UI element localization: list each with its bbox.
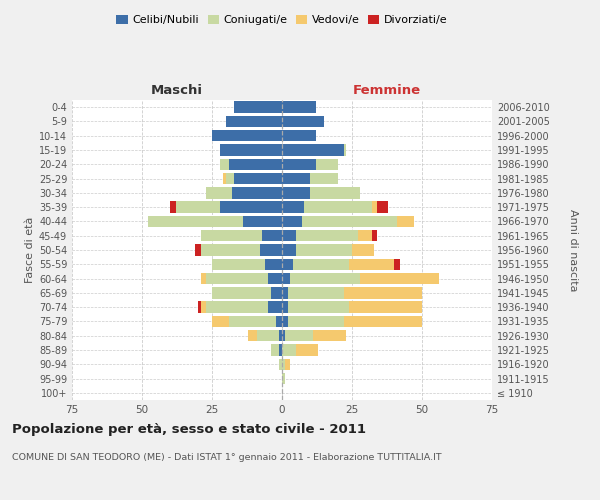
Bar bbox=[285, 330, 313, 342]
Bar bbox=[282, 144, 344, 156]
Bar bbox=[282, 187, 310, 198]
Bar bbox=[397, 216, 413, 227]
Bar bbox=[229, 158, 282, 170]
Bar bbox=[282, 316, 287, 327]
Bar bbox=[226, 116, 282, 127]
Bar bbox=[170, 202, 176, 213]
Bar bbox=[371, 202, 377, 213]
Bar bbox=[349, 258, 394, 270]
Bar bbox=[287, 302, 349, 313]
Bar bbox=[212, 258, 265, 270]
Bar bbox=[282, 216, 302, 227]
Bar bbox=[195, 244, 201, 256]
Bar bbox=[282, 273, 290, 284]
Bar bbox=[358, 230, 371, 241]
Bar bbox=[212, 130, 282, 141]
Text: Femmine: Femmine bbox=[353, 84, 421, 98]
Bar bbox=[290, 273, 361, 284]
Text: Popolazione per età, sesso e stato civile - 2011: Popolazione per età, sesso e stato civil… bbox=[12, 422, 366, 436]
Bar bbox=[265, 258, 282, 270]
Bar bbox=[220, 202, 282, 213]
Bar bbox=[282, 302, 287, 313]
Bar bbox=[282, 173, 310, 184]
Bar bbox=[201, 230, 262, 241]
Bar bbox=[271, 344, 279, 356]
Bar bbox=[344, 287, 422, 298]
Bar bbox=[277, 316, 282, 327]
Bar bbox=[257, 330, 279, 342]
Bar bbox=[206, 273, 268, 284]
Bar bbox=[316, 158, 338, 170]
Bar bbox=[232, 187, 282, 198]
Bar bbox=[260, 244, 282, 256]
Bar bbox=[282, 330, 285, 342]
Bar bbox=[268, 302, 282, 313]
Bar bbox=[198, 302, 201, 313]
Bar bbox=[212, 287, 271, 298]
Text: Anni di nascita: Anni di nascita bbox=[568, 209, 578, 291]
Bar bbox=[279, 344, 282, 356]
Bar bbox=[220, 144, 282, 156]
Bar bbox=[248, 330, 257, 342]
Bar bbox=[344, 144, 346, 156]
Bar bbox=[282, 230, 296, 241]
Bar bbox=[285, 358, 290, 370]
Bar bbox=[293, 258, 349, 270]
Bar bbox=[201, 244, 260, 256]
Bar bbox=[268, 273, 282, 284]
Bar bbox=[212, 316, 229, 327]
Bar bbox=[282, 358, 285, 370]
Bar bbox=[361, 273, 439, 284]
Y-axis label: Fasce di età: Fasce di età bbox=[25, 217, 35, 283]
Bar bbox=[279, 330, 282, 342]
Text: COMUNE DI SAN TEODORO (ME) - Dati ISTAT 1° gennaio 2011 - Elaborazione TUTTITALI: COMUNE DI SAN TEODORO (ME) - Dati ISTAT … bbox=[12, 452, 442, 462]
Bar bbox=[282, 130, 316, 141]
Bar bbox=[310, 187, 361, 198]
Bar bbox=[223, 173, 226, 184]
Bar bbox=[235, 173, 282, 184]
Bar bbox=[352, 244, 374, 256]
Bar bbox=[229, 316, 277, 327]
Bar bbox=[296, 344, 319, 356]
Bar bbox=[206, 187, 232, 198]
Bar bbox=[282, 373, 285, 384]
Bar bbox=[243, 216, 282, 227]
Bar bbox=[287, 316, 344, 327]
Bar bbox=[206, 302, 268, 313]
Bar bbox=[220, 158, 229, 170]
Bar bbox=[262, 230, 282, 241]
Bar bbox=[296, 244, 352, 256]
Bar bbox=[287, 287, 344, 298]
Bar bbox=[313, 330, 346, 342]
Text: Maschi: Maschi bbox=[151, 84, 203, 98]
Bar bbox=[201, 273, 206, 284]
Bar bbox=[282, 202, 304, 213]
Bar bbox=[344, 316, 422, 327]
Bar bbox=[235, 102, 282, 113]
Bar bbox=[279, 358, 282, 370]
Bar bbox=[304, 202, 371, 213]
Bar bbox=[282, 158, 316, 170]
Bar bbox=[282, 344, 296, 356]
Bar bbox=[296, 230, 358, 241]
Bar bbox=[282, 116, 324, 127]
Bar bbox=[371, 230, 377, 241]
Bar bbox=[282, 287, 287, 298]
Bar bbox=[282, 258, 293, 270]
Bar bbox=[201, 302, 206, 313]
Legend: Celibi/Nubili, Coniugati/e, Vedovi/e, Divorziati/e: Celibi/Nubili, Coniugati/e, Vedovi/e, Di… bbox=[112, 10, 452, 30]
Bar bbox=[377, 202, 388, 213]
Bar bbox=[271, 287, 282, 298]
Bar bbox=[282, 102, 316, 113]
Bar bbox=[176, 202, 220, 213]
Bar bbox=[148, 216, 243, 227]
Bar bbox=[349, 302, 422, 313]
Bar bbox=[394, 258, 400, 270]
Bar bbox=[282, 244, 296, 256]
Bar bbox=[226, 173, 235, 184]
Bar bbox=[302, 216, 397, 227]
Bar bbox=[310, 173, 338, 184]
